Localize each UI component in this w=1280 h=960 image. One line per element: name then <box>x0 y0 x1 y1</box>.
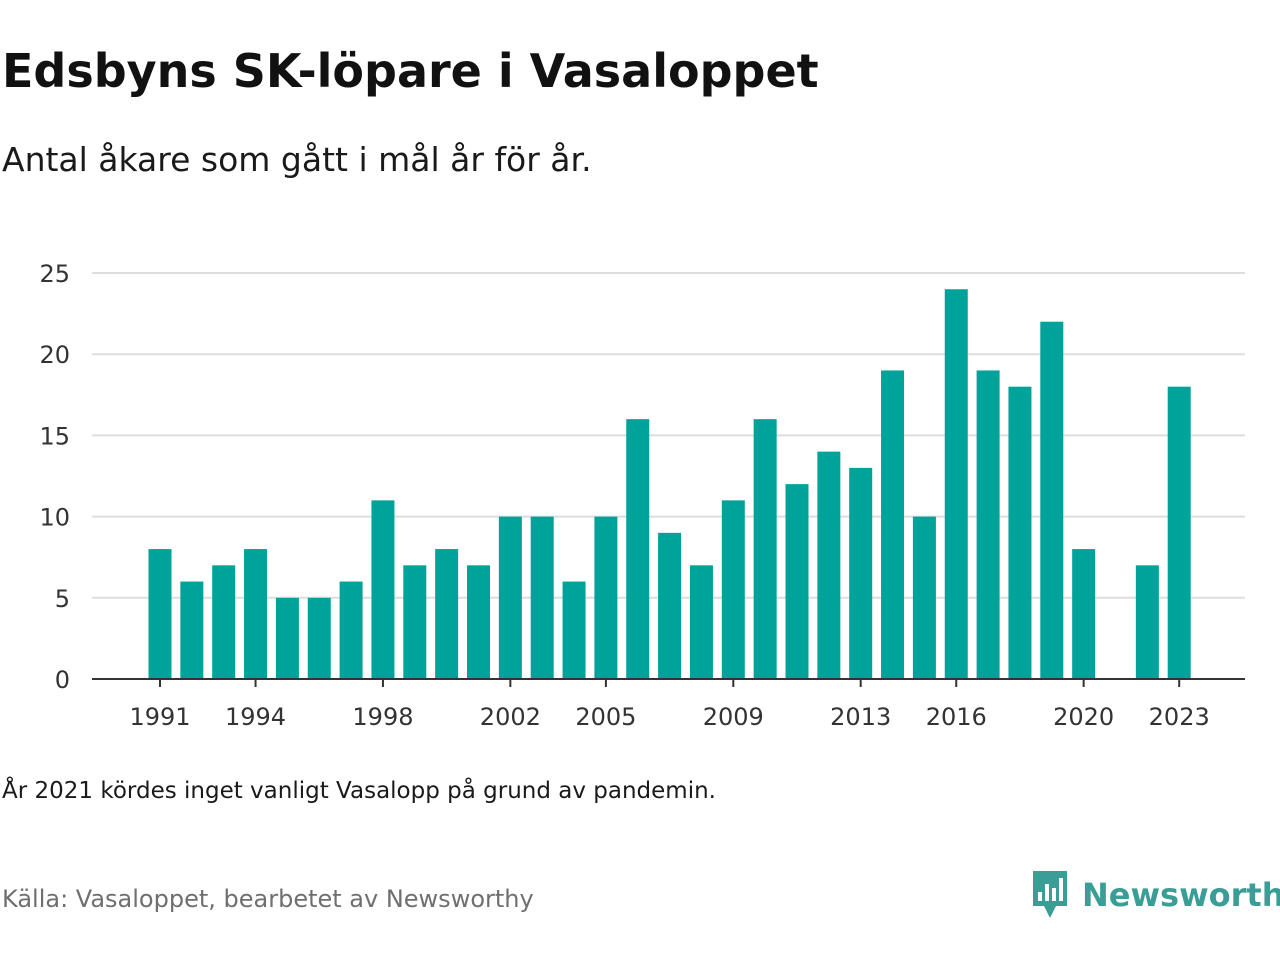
bar-2008 <box>689 565 713 679</box>
x-tick-label: 2016 <box>926 703 987 731</box>
y-tick-label: 10 <box>39 504 70 532</box>
chart-subtitle: Antal åkare som gått i mål år för år. <box>2 140 592 179</box>
bar-2011 <box>785 484 809 679</box>
x-tick-label: 2005 <box>575 703 636 731</box>
bar-2003 <box>530 516 554 679</box>
bar-2001 <box>467 565 490 679</box>
bar-2000 <box>435 549 459 679</box>
x-tick-label: 2020 <box>1053 703 1114 731</box>
bar-2010 <box>753 419 777 679</box>
source-text: Källa: Vasaloppet, bearbetet av Newswort… <box>2 885 534 913</box>
y-tick-label: 20 <box>39 341 70 369</box>
bar-2017 <box>976 370 1000 679</box>
bar-2013 <box>849 467 873 679</box>
bar-1999 <box>403 565 427 679</box>
bar-2016 <box>944 289 968 679</box>
bar-2005 <box>594 516 618 679</box>
y-tick-label: 5 <box>55 585 70 613</box>
bar-2014 <box>881 370 905 679</box>
y-tick-label: 0 <box>55 666 70 694</box>
bar-1998 <box>371 500 395 679</box>
bar-chart-svg: 0 5 10 15 20 25 1991 1994 1998 2002 2005 2009 2013 20… <box>39 260 1245 731</box>
x-tick-label: 2023 <box>1149 703 1210 731</box>
bar-2018 <box>1008 386 1032 679</box>
bar-1993 <box>212 565 236 679</box>
bar-1997 <box>339 581 363 679</box>
x-tick-label: 2013 <box>830 703 891 731</box>
bar-2022 <box>1135 565 1159 679</box>
bar-2015 <box>912 516 936 679</box>
bar-2007 <box>658 532 682 679</box>
x-tick-label: 1994 <box>225 703 286 731</box>
y-tick-label: 15 <box>39 422 70 450</box>
bar-2004 <box>562 581 586 679</box>
x-tick-label: 1998 <box>352 703 413 731</box>
bar-1991 <box>148 549 172 679</box>
logo-text: Newsworthy <box>1082 876 1280 914</box>
chart-title: Edsbyns SK-löpare i Vasaloppet <box>2 44 819 98</box>
bar-1996 <box>307 597 331 679</box>
x-tick-label: 2002 <box>480 703 541 731</box>
bar-1992 <box>180 581 204 679</box>
bar-2012 <box>817 451 841 679</box>
axes: 0 5 10 15 20 25 1991 1994 1998 2002 2005 2009 2013 20… <box>39 260 1245 731</box>
x-tick-label: 2009 <box>703 703 764 731</box>
bar-2006 <box>626 419 650 679</box>
bar-1994 <box>244 549 268 679</box>
bar-2023 <box>1167 386 1191 679</box>
bar-1995 <box>275 597 299 679</box>
newsworthy-chart-bubble-icon <box>1033 871 1067 918</box>
bar-2009 <box>721 500 745 679</box>
bar-2020 <box>1072 549 1096 679</box>
x-tick-label: 1991 <box>129 703 190 731</box>
bars <box>148 289 1191 679</box>
footnote: År 2021 kördes inget vanligt Vasalopp på… <box>2 778 716 804</box>
bar-2019 <box>1040 321 1064 679</box>
newsworthy-logo: Newsworthy <box>1030 868 1280 922</box>
bar-chart: 0 5 10 15 20 25 1991 1994 1998 2002 2005 2009 2013 20… <box>0 240 1280 744</box>
bar-2002 <box>498 516 522 679</box>
y-tick-label: 25 <box>39 260 70 288</box>
